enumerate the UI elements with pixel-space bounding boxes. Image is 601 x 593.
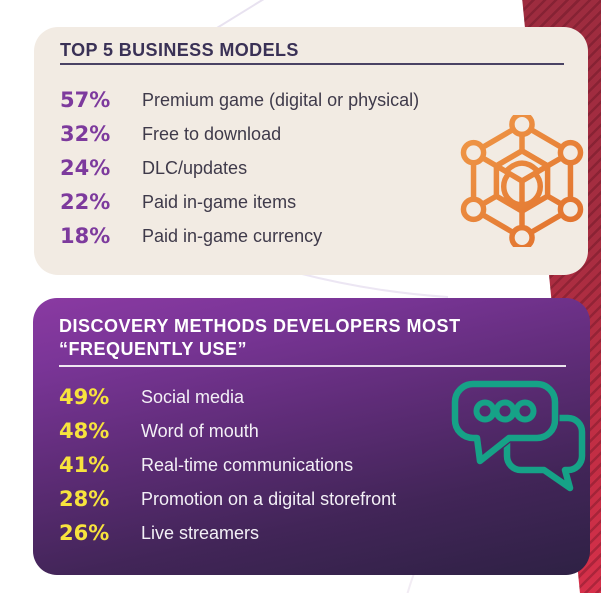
- stat-row: 28% Promotion on a digital storefront: [59, 489, 566, 511]
- stat-label: Premium game (digital or physical): [142, 90, 420, 111]
- stat-label: Promotion on a digital storefront: [141, 489, 397, 510]
- card-title-line1: DISCOVERY METHODS DEVELOPERS MOST: [59, 316, 461, 336]
- card-title: TOP 5 BUSINESS MODELS: [60, 40, 299, 60]
- stat-row: 32% Free to download: [60, 124, 564, 146]
- chat-bubbles-icon: [451, 380, 586, 492]
- stat-percent: 28%: [59, 487, 110, 512]
- stat-percent: 26%: [59, 521, 110, 546]
- stat-row: 26% Live streamers: [59, 523, 566, 545]
- cube-network-icon: [460, 115, 584, 247]
- stat-row: 49% Social media: [59, 387, 566, 409]
- business-models-card: TOP 5 BUSINESS MODELS 57% Premium game (d…: [34, 27, 588, 275]
- stat-row: 57% Premium game (digital or physical): [60, 90, 564, 112]
- stat-row: 18% Paid in-game currency: [60, 226, 564, 248]
- stat-list: 49% Social media 48% Word of mouth 41% Real-t…: [59, 387, 566, 545]
- stat-percent: 22%: [60, 190, 111, 215]
- card-title: DISCOVERY METHODS DEVELOPERS MOST “FREQU…: [59, 315, 566, 361]
- stat-row: 48% Word of mouth: [59, 421, 566, 443]
- stat-label: DLC/updates: [142, 158, 248, 179]
- title-underline: [60, 63, 564, 65]
- stat-percent: 24%: [60, 156, 111, 181]
- stat-percent: 41%: [59, 453, 110, 478]
- stat-label: Word of mouth: [141, 421, 259, 442]
- stat-label: Paid in-game items: [142, 192, 297, 213]
- stat-label: Paid in-game currency: [142, 226, 323, 247]
- discovery-methods-card: DISCOVERY METHODS DEVELOPERS MOST “FREQU…: [33, 298, 590, 575]
- stat-percent: 57%: [60, 88, 111, 113]
- stat-percent: 18%: [60, 224, 111, 249]
- stat-percent: 32%: [60, 122, 111, 147]
- stat-label: Social media: [141, 387, 245, 408]
- card-title-line2: “FREQUENTLY USE”: [59, 339, 248, 359]
- stat-label: Real-time communications: [141, 455, 354, 476]
- stat-row: 41% Real-time communications: [59, 455, 566, 477]
- stat-label: Free to download: [142, 124, 282, 145]
- stat-row: 22% Paid in-game items: [60, 192, 564, 214]
- stat-percent: 49%: [59, 385, 110, 410]
- stat-list: 57% Premium game (digital or physical) 32%…: [60, 90, 564, 248]
- title-underline: [59, 365, 566, 367]
- stat-row: 24% DLC/updates: [60, 158, 564, 180]
- stat-percent: 48%: [59, 419, 110, 444]
- stat-label: Live streamers: [141, 523, 260, 544]
